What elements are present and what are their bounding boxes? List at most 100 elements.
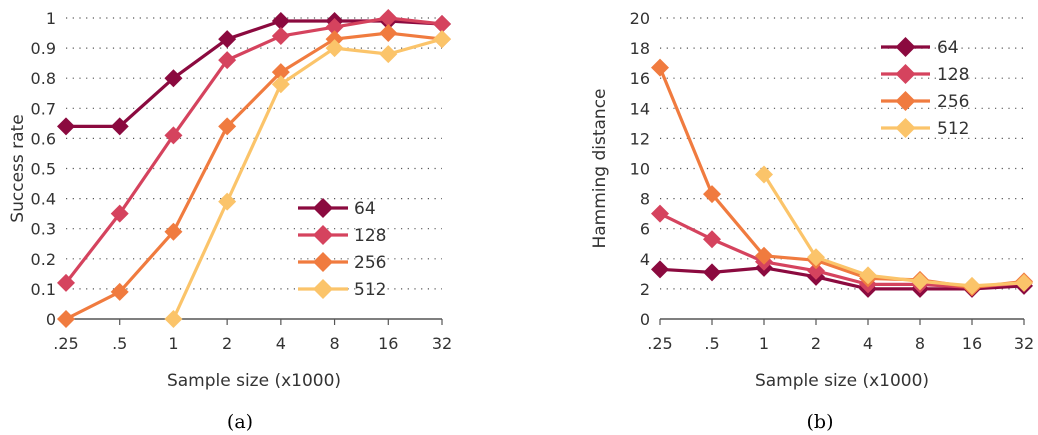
data-point-512 [807, 248, 825, 267]
x-tick-label: 16 [962, 334, 982, 353]
legend-label-64: 64 [937, 38, 959, 58]
data-point-256 [271, 63, 290, 82]
legend-label-512: 512 [354, 280, 386, 300]
y-tick-label: 1 [46, 9, 56, 28]
legend-marker-64 [895, 37, 916, 57]
data-point-512 [755, 165, 773, 184]
data-point-512 [433, 30, 451, 49]
data-point-128 [218, 51, 237, 70]
legend-label-128: 128 [937, 65, 969, 85]
data-point-64 [218, 30, 237, 49]
data-point-128 [271, 27, 290, 46]
data-point-128 [703, 230, 721, 249]
data-point-512 [218, 192, 237, 211]
x-tick-label: 2 [222, 334, 232, 353]
data-point-128 [164, 126, 183, 145]
legend-label-256: 256 [354, 253, 386, 273]
legend-marker-64 [313, 198, 333, 218]
y-tick-label: 0.5 [31, 160, 56, 179]
x-tick-label: 32 [432, 334, 452, 353]
y-tick-label: 16 [630, 69, 650, 88]
legend-label-128: 128 [354, 226, 386, 246]
y-tick-label: 2 [640, 280, 650, 299]
data-point-256 [325, 30, 344, 49]
y-tick-label: 20 [630, 9, 650, 28]
data-point-64 [271, 12, 290, 31]
legend-marker-128 [313, 225, 333, 245]
x-tick-label: 4 [863, 334, 873, 353]
data-point-64 [164, 69, 183, 88]
x-tick-label: .5 [704, 334, 719, 353]
legend-marker-256 [895, 91, 916, 111]
legend-label-512: 512 [937, 119, 969, 139]
data-point-512 [911, 272, 929, 291]
data-point-128 [379, 9, 398, 27]
x-tick-label: 8 [915, 334, 925, 353]
y-tick-label: 4 [640, 250, 650, 269]
data-point-256 [110, 282, 129, 301]
data-point-512 [1015, 273, 1033, 292]
y-tick-label: 0.4 [31, 190, 56, 209]
data-point-512 [379, 45, 398, 64]
chart-a: .25 .5 1 2 4 8 16 32 0 0.1 0.2 0.3 0.4 0.5 0.6 0.7 0.8 0.… [8, 9, 452, 433]
y-tick-label: 0.7 [31, 99, 56, 118]
figure-caption: (a) [227, 411, 253, 433]
x-tick-label: .25 [53, 334, 78, 353]
y-tick-label: 0.9 [31, 39, 56, 58]
data-point-512 [325, 39, 344, 58]
data-point-512 [963, 276, 981, 295]
y-tick-label: 0.6 [31, 129, 56, 148]
data-point-128 [651, 204, 669, 223]
data-point-256 [218, 117, 237, 136]
data-point-64 [110, 117, 129, 136]
series-line-128 [64, 16, 443, 284]
y-tick-label: 0.2 [31, 250, 56, 269]
y-tick-label: 18 [630, 39, 650, 58]
data-point-512 [859, 266, 877, 285]
data-point-128 [110, 204, 129, 223]
y-tick-label: 0 [46, 310, 56, 329]
legend-marker-128 [895, 64, 916, 84]
y-tick-label: 0.3 [31, 220, 56, 239]
series-line-512 [171, 37, 443, 320]
y-tick-label: 0 [640, 310, 650, 329]
x-tick-label: 4 [276, 334, 286, 353]
legend-label-64: 64 [354, 199, 376, 219]
x-tick-label: .5 [112, 334, 127, 353]
figure-caption: (b) [807, 411, 834, 433]
series-line-512 [762, 173, 1025, 288]
data-point-64 [57, 117, 75, 136]
x-tick-label: 1 [168, 334, 178, 353]
data-point-512 [164, 310, 183, 328]
data-point-256 [651, 58, 669, 77]
data-point-256 [164, 222, 183, 241]
y-tick-label: 0.8 [31, 69, 56, 88]
data-point-256 [755, 246, 773, 265]
x-axis-title: Sample size (x1000) [755, 371, 929, 391]
x-tick-label: 8 [329, 334, 339, 353]
data-point-128 [807, 261, 825, 280]
legend-marker-256 [313, 252, 333, 272]
data-point-64 [703, 263, 721, 282]
x-tick-label: 2 [811, 334, 821, 353]
legend-marker-512 [313, 279, 333, 299]
x-tick-label: .25 [647, 334, 672, 353]
series-line-256 [65, 31, 443, 321]
x-tick-label: 16 [378, 334, 398, 353]
legend-marker-512 [895, 118, 916, 138]
x-tick-label: 32 [1014, 334, 1034, 353]
x-tick-label: 1 [759, 334, 769, 353]
data-point-64 [651, 260, 669, 279]
y-tick-label: 10 [630, 160, 650, 179]
y-tick-label: 14 [630, 99, 650, 118]
data-point-128 [433, 15, 451, 34]
data-point-256 [57, 310, 75, 328]
y-tick-label: 6 [640, 220, 650, 239]
data-point-256 [379, 24, 398, 43]
y-tick-label: 12 [630, 129, 650, 148]
legend-label-256: 256 [937, 92, 969, 112]
data-point-128 [325, 18, 344, 37]
data-point-512 [271, 75, 290, 94]
